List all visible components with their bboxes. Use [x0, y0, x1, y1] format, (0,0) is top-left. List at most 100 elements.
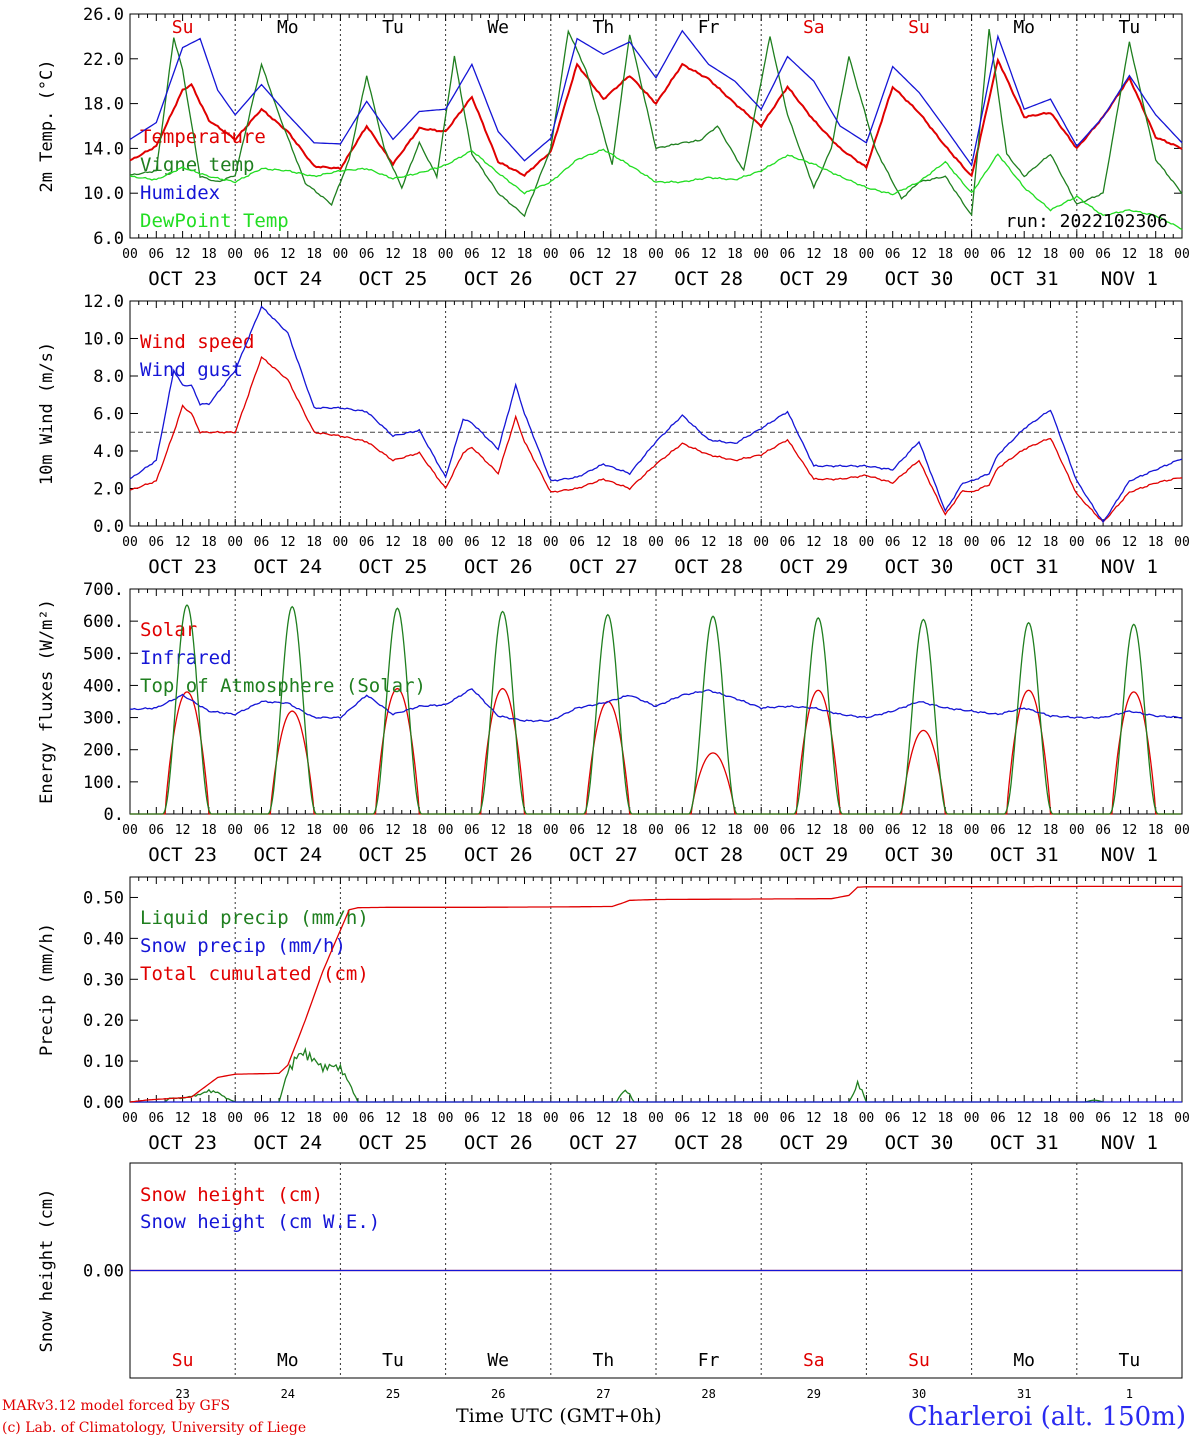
hour-label: 00: [333, 823, 349, 838]
hour-label: 06: [885, 535, 901, 550]
date-label: OCT 23: [148, 268, 217, 290]
date-label: OCT 31: [990, 556, 1059, 578]
date-label: OCT 28: [674, 556, 743, 578]
hour-label: 06: [990, 1111, 1006, 1126]
hour-label: 18: [622, 1111, 638, 1126]
legend-entry: Liquid precip (mm/h): [140, 907, 369, 929]
hour-label: 12: [385, 535, 401, 550]
day-name-bottom: Fr: [698, 1350, 720, 1371]
hour-label: 06: [464, 823, 480, 838]
hour-label: 06: [780, 823, 796, 838]
hour-label: 06: [359, 535, 375, 550]
hour-label: 06: [990, 823, 1006, 838]
hour-label: 12: [175, 535, 191, 550]
hour-label: 18: [727, 1111, 743, 1126]
hour-label: 06: [780, 247, 796, 262]
day-name-bottom: Mo: [1013, 1350, 1035, 1371]
y-axis-label: 10m Wind (m/s): [37, 342, 57, 485]
y-tick-label: 10.0: [83, 184, 124, 204]
day-name-bottom: Mo: [277, 1350, 299, 1371]
day-name-bottom: Su: [908, 1350, 930, 1371]
hour-label: 00: [648, 535, 664, 550]
hour-label: 00: [1174, 1111, 1190, 1126]
hour-label: 00: [1069, 535, 1085, 550]
hour-label: 06: [990, 535, 1006, 550]
hour-label: 12: [806, 535, 822, 550]
date-label: OCT 24: [253, 268, 322, 290]
hour-label: 06: [464, 247, 480, 262]
series-line-wind-gust: [129, 305, 1183, 524]
hour-label: 06: [885, 1111, 901, 1126]
hour-label: 00: [1174, 535, 1190, 550]
day-name-bottom: Su: [172, 1350, 194, 1371]
hour-label: 06: [464, 535, 480, 550]
hour-label: 00: [964, 1111, 980, 1126]
hour-label: 00: [438, 535, 454, 550]
hour-label: 00: [122, 1111, 138, 1126]
hour-label: 18: [201, 247, 217, 262]
y-tick-label: 26.0: [83, 5, 124, 25]
hour-label: 06: [569, 247, 585, 262]
hour-label: 18: [1148, 247, 1164, 262]
hour-label: 06: [569, 535, 585, 550]
date-label: NOV 1: [1101, 268, 1158, 290]
date-label: OCT 25: [359, 844, 428, 866]
hour-label: 06: [254, 535, 270, 550]
hour-label: 00: [227, 247, 243, 262]
y-tick-label: 0.: [104, 805, 124, 825]
hour-label: 12: [1016, 1111, 1032, 1126]
hour-label: 18: [1148, 535, 1164, 550]
hour-label: 06: [464, 1111, 480, 1126]
hour-label: 12: [911, 823, 927, 838]
hour-label: 12: [1122, 247, 1138, 262]
hour-label: 06: [254, 1111, 270, 1126]
day-name-top: We: [487, 17, 509, 38]
hour-label: 00: [1069, 247, 1085, 262]
hour-label: 12: [280, 823, 296, 838]
hour-label: 12: [1016, 535, 1032, 550]
hour-label: 00: [227, 823, 243, 838]
date-label: OCT 23: [148, 844, 217, 866]
y-tick-label: 100.: [83, 773, 124, 793]
series-line-infrared: [130, 688, 1183, 723]
date-label: OCT 29: [779, 844, 848, 866]
date-label: OCT 26: [464, 268, 533, 290]
day-name-top: Mo: [1013, 17, 1035, 38]
date-label: OCT 24: [253, 1132, 322, 1154]
y-axis-label: 2m Temp. (°C): [37, 59, 57, 192]
hour-label: 12: [490, 535, 506, 550]
hour-label: 00: [648, 1111, 664, 1126]
hour-label: 12: [1122, 823, 1138, 838]
hour-label: 00: [1069, 1111, 1085, 1126]
date-label: OCT 26: [464, 844, 533, 866]
hour-label: 18: [1043, 1111, 1059, 1126]
y-tick-label: 0.0: [93, 517, 124, 537]
hour-label: 18: [1043, 823, 1059, 838]
hour-label: 12: [280, 1111, 296, 1126]
copyright-credit: (c) Lab. of Climatology, University of L…: [2, 1420, 307, 1436]
hour-label: 06: [674, 823, 690, 838]
hour-label: 18: [937, 535, 953, 550]
hour-label: 06: [1095, 535, 1111, 550]
legend-entry: Snow precip (mm/h): [140, 935, 346, 957]
day-name-top: Mo: [277, 17, 299, 38]
y-tick-label: 0.00: [83, 1262, 124, 1282]
date-label: OCT 25: [359, 556, 428, 578]
hour-label: 18: [727, 535, 743, 550]
hour-label: 18: [306, 1111, 322, 1126]
hour-label: 00: [859, 535, 875, 550]
hour-label: 00: [1174, 247, 1190, 262]
date-label: NOV 1: [1101, 844, 1158, 866]
date-label: OCT 30: [885, 844, 954, 866]
hour-label: 12: [175, 823, 191, 838]
y-tick-label: 600.: [83, 612, 124, 632]
hour-label: 18: [411, 247, 427, 262]
hour-label: 18: [201, 1111, 217, 1126]
hour-label: 00: [227, 1111, 243, 1126]
hour-label: 06: [674, 535, 690, 550]
date-label: OCT 25: [359, 1132, 428, 1154]
day-name-top: Su: [172, 17, 194, 38]
y-tick-label: 10.0: [83, 330, 124, 350]
hour-label: 12: [911, 535, 927, 550]
